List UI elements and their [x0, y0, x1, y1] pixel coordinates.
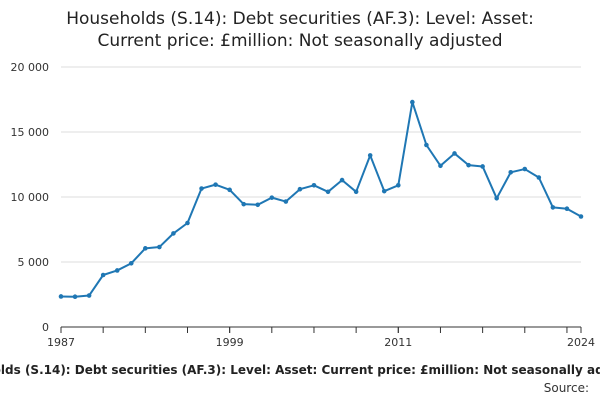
y-tick-label: 0 — [42, 321, 49, 334]
data-point[interactable] — [58, 294, 64, 299]
data-point[interactable] — [241, 201, 247, 207]
data-point[interactable] — [522, 166, 528, 172]
chart-title-line-1: Households (S.14): Debt securities (AF.3… — [66, 9, 534, 29]
grid — [61, 66, 581, 263]
data-point[interactable] — [72, 294, 78, 300]
legend-label: Households (S.14): Debt securities (AF.3… — [0, 363, 600, 377]
data-point[interactable] — [410, 99, 415, 105]
data-point[interactable] — [536, 175, 542, 180]
data-point[interactable] — [143, 246, 148, 251]
data-point[interactable] — [297, 186, 303, 192]
data-point[interactable] — [395, 183, 401, 188]
source-label: Source: — [544, 381, 589, 395]
data-point[interactable] — [367, 153, 373, 158]
data-point[interactable] — [480, 164, 485, 169]
data-point[interactable] — [353, 189, 359, 195]
y-tick-label: 10 000 — [11, 191, 50, 204]
data-point[interactable] — [494, 196, 499, 201]
data-point[interactable] — [381, 188, 387, 194]
y-tick-label: 15 000 — [11, 126, 50, 139]
x-tick-label: 1999 — [216, 336, 244, 349]
data-point[interactable] — [114, 268, 120, 273]
series — [58, 99, 584, 300]
data-point[interactable] — [213, 182, 218, 187]
data-point[interactable] — [438, 163, 443, 169]
data-point[interactable] — [578, 214, 584, 219]
data-point[interactable] — [424, 142, 429, 148]
data-point[interactable] — [564, 206, 570, 211]
data-point[interactable] — [311, 183, 317, 188]
data-point[interactable] — [171, 231, 176, 236]
x-tick-label: 1987 — [47, 336, 75, 349]
data-point[interactable] — [128, 261, 134, 266]
data-point[interactable] — [550, 205, 556, 210]
series-line — [60, 101, 582, 298]
data-point[interactable] — [283, 199, 289, 204]
data-point[interactable] — [185, 220, 190, 226]
data-point[interactable] — [452, 151, 457, 156]
data-point[interactable] — [508, 170, 514, 175]
data-point[interactable] — [269, 195, 275, 200]
data-point[interactable] — [466, 162, 471, 168]
data-point[interactable] — [100, 272, 106, 278]
x-tick-label: 2011 — [384, 336, 412, 349]
data-point[interactable] — [227, 187, 232, 193]
chart-title-line-2: Current price: £million: Not seasonally … — [97, 31, 502, 51]
y-tick-label: 20 000 — [11, 61, 50, 74]
y-tick-label: 5 000 — [18, 256, 50, 269]
axes: 0 5 000 10 000 15 000 20 000 1987 1999 2011 2024 — [11, 61, 596, 349]
data-point[interactable] — [339, 177, 345, 183]
data-point[interactable] — [199, 186, 204, 191]
data-point[interactable] — [325, 189, 331, 195]
data-point[interactable] — [255, 202, 261, 208]
x-tick-label: 2024 — [567, 336, 595, 349]
data-point[interactable] — [86, 293, 92, 298]
data-point[interactable] — [157, 244, 162, 250]
